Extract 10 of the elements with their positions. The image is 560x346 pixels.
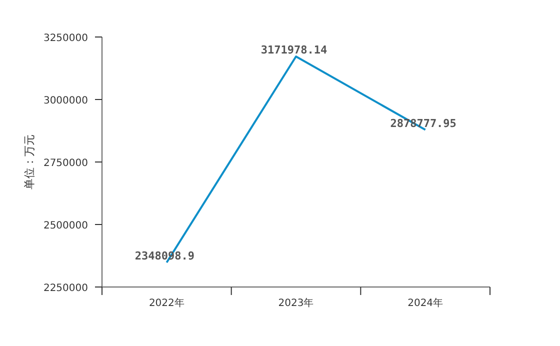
y-axis-title: 单位：万元 bbox=[23, 134, 36, 190]
y-tick-label: 2750000 bbox=[43, 158, 88, 169]
x-tick-label: 2023年 bbox=[278, 297, 314, 309]
y-tick-label: 2250000 bbox=[43, 283, 88, 294]
y-tick-label: 2500000 bbox=[43, 220, 88, 232]
data-label: 3171978.14 bbox=[260, 44, 328, 57]
y-tick-label: 3250000 bbox=[43, 33, 88, 44]
y-tick-label: 3000000 bbox=[43, 96, 88, 106]
x-tick-label: 2022年 bbox=[148, 297, 184, 309]
x-tick-label: 2024年 bbox=[408, 297, 444, 309]
